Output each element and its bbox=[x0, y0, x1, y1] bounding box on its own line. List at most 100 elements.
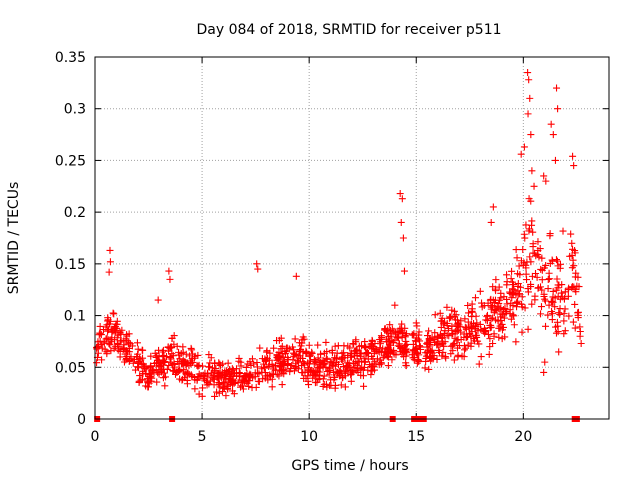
data-point bbox=[525, 76, 533, 84]
data-point bbox=[540, 172, 548, 180]
data-point bbox=[464, 309, 472, 317]
data-point bbox=[551, 156, 559, 164]
data-point bbox=[425, 365, 433, 373]
data-point bbox=[273, 370, 281, 378]
data-point bbox=[181, 374, 189, 382]
data-point bbox=[512, 246, 520, 254]
data-point bbox=[215, 380, 223, 388]
data-point bbox=[462, 325, 470, 333]
data-point bbox=[524, 110, 532, 118]
data-point bbox=[436, 309, 444, 317]
data-point bbox=[96, 329, 104, 337]
data-point bbox=[153, 352, 161, 360]
data-point bbox=[429, 355, 437, 363]
data-point bbox=[328, 349, 336, 357]
data-point bbox=[198, 392, 206, 400]
data-point bbox=[431, 311, 439, 319]
data-point bbox=[166, 275, 174, 283]
data-point bbox=[336, 372, 344, 380]
data-point bbox=[572, 288, 580, 296]
data-point bbox=[441, 353, 449, 361]
data-point bbox=[182, 350, 190, 358]
data-point bbox=[362, 343, 370, 351]
data-point bbox=[117, 336, 125, 344]
data-point bbox=[386, 341, 394, 349]
data-point bbox=[416, 343, 424, 351]
data-point bbox=[482, 327, 490, 335]
data-point bbox=[403, 330, 411, 338]
data-point bbox=[574, 311, 582, 319]
data-point bbox=[413, 349, 421, 357]
data-point bbox=[565, 312, 573, 320]
data-point bbox=[487, 321, 495, 329]
data-point bbox=[123, 352, 131, 360]
data-point bbox=[376, 356, 384, 364]
chart-title: Day 084 of 2018, SRMTID for receiver p51… bbox=[196, 22, 501, 38]
data-point bbox=[520, 143, 528, 151]
data-point bbox=[503, 281, 511, 289]
data-point bbox=[218, 388, 226, 396]
data-point bbox=[568, 264, 576, 272]
data-point bbox=[165, 267, 173, 275]
data-point bbox=[476, 287, 484, 295]
data-point bbox=[560, 330, 568, 338]
data-point bbox=[213, 388, 221, 396]
data-point bbox=[421, 364, 429, 372]
data-point bbox=[468, 308, 476, 316]
data-point bbox=[489, 203, 497, 211]
data-point bbox=[487, 302, 495, 310]
data-point bbox=[569, 152, 577, 160]
data-point bbox=[356, 350, 364, 358]
data-point bbox=[225, 367, 233, 375]
data-point bbox=[241, 372, 249, 380]
data-point bbox=[440, 319, 448, 327]
data-point bbox=[453, 344, 461, 352]
data-point bbox=[471, 337, 479, 345]
data-point bbox=[529, 228, 537, 236]
data-point bbox=[509, 278, 517, 286]
data-point bbox=[93, 344, 101, 352]
data-point bbox=[517, 257, 525, 265]
data-point bbox=[360, 382, 368, 390]
data-point bbox=[452, 321, 460, 329]
data-point bbox=[290, 367, 298, 375]
data-point bbox=[403, 349, 411, 357]
data-point bbox=[508, 267, 516, 275]
data-point bbox=[461, 315, 469, 323]
data-point bbox=[191, 385, 199, 393]
data-point bbox=[314, 341, 322, 349]
data-point bbox=[174, 358, 182, 366]
data-point bbox=[100, 326, 108, 334]
data-point bbox=[575, 283, 583, 291]
data-point bbox=[410, 354, 418, 362]
data-point bbox=[331, 381, 339, 389]
data-point bbox=[328, 358, 336, 366]
data-point bbox=[138, 361, 146, 369]
data-point bbox=[437, 323, 445, 331]
data-point bbox=[207, 354, 215, 362]
data-point bbox=[526, 253, 534, 261]
data-point bbox=[117, 330, 125, 338]
data-point bbox=[275, 336, 283, 344]
data-point bbox=[477, 326, 485, 334]
data-point bbox=[475, 360, 483, 368]
data-point bbox=[443, 303, 451, 311]
data-point bbox=[569, 318, 577, 326]
data-point bbox=[453, 328, 461, 336]
data-point bbox=[354, 358, 362, 366]
data-point bbox=[277, 345, 285, 353]
data-point bbox=[320, 372, 328, 380]
data-point bbox=[168, 350, 176, 358]
data-point bbox=[189, 350, 197, 358]
data-point bbox=[542, 177, 550, 185]
data-point bbox=[275, 372, 283, 380]
data-point bbox=[450, 356, 458, 364]
data-point bbox=[261, 374, 269, 382]
data-point bbox=[244, 377, 252, 385]
data-point bbox=[523, 258, 531, 266]
data-point bbox=[516, 271, 524, 279]
data-point bbox=[279, 358, 287, 366]
data-point bbox=[250, 360, 258, 368]
data-point bbox=[255, 370, 263, 378]
data-point bbox=[410, 330, 418, 338]
